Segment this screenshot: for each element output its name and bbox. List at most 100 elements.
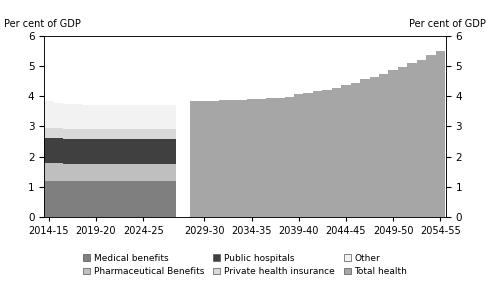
Bar xyxy=(407,63,416,217)
Bar xyxy=(91,105,100,129)
Bar xyxy=(129,181,138,217)
Bar xyxy=(120,105,129,129)
Bar xyxy=(129,129,138,139)
Bar xyxy=(100,105,110,129)
Bar xyxy=(190,101,200,217)
Bar xyxy=(82,129,91,139)
Bar xyxy=(53,103,63,128)
Bar xyxy=(100,129,110,139)
Bar xyxy=(285,97,294,217)
Bar xyxy=(294,94,303,217)
Bar xyxy=(63,139,73,164)
Bar xyxy=(266,98,275,217)
Bar xyxy=(238,100,247,217)
Bar xyxy=(44,128,53,138)
Bar xyxy=(228,100,238,217)
Bar xyxy=(100,139,110,164)
Bar xyxy=(91,181,100,217)
Bar xyxy=(157,105,167,129)
Bar xyxy=(63,181,73,217)
Bar xyxy=(44,138,53,163)
Bar xyxy=(100,181,110,217)
Bar xyxy=(157,181,167,217)
Bar xyxy=(129,164,138,181)
Text: Per cent of GDP: Per cent of GDP xyxy=(4,19,81,29)
Bar xyxy=(275,98,285,217)
Bar xyxy=(73,129,82,139)
Bar xyxy=(369,77,379,217)
Bar xyxy=(73,164,82,181)
Bar xyxy=(53,138,63,163)
Bar xyxy=(167,164,176,181)
Bar xyxy=(138,181,148,217)
Bar xyxy=(167,181,176,217)
Bar xyxy=(322,90,332,217)
Bar xyxy=(138,129,148,139)
Bar xyxy=(416,60,426,217)
Bar xyxy=(379,74,389,217)
Bar xyxy=(148,164,157,181)
Bar xyxy=(129,105,138,129)
Bar xyxy=(436,51,445,217)
Bar xyxy=(200,101,209,217)
Bar xyxy=(303,93,313,217)
Bar xyxy=(219,100,228,217)
Bar xyxy=(63,129,73,139)
Bar xyxy=(110,129,120,139)
Bar xyxy=(351,83,360,217)
Bar xyxy=(389,70,398,217)
Bar xyxy=(53,128,63,138)
Bar xyxy=(110,139,120,164)
Bar xyxy=(148,129,157,139)
Bar xyxy=(138,164,148,181)
Bar xyxy=(120,164,129,181)
Bar xyxy=(91,139,100,164)
Bar xyxy=(313,91,322,217)
Bar xyxy=(256,99,266,217)
Bar xyxy=(148,105,157,129)
Bar xyxy=(157,139,167,164)
Bar xyxy=(82,164,91,181)
Bar xyxy=(129,139,138,164)
Bar xyxy=(138,105,148,129)
Bar xyxy=(157,164,167,181)
Bar xyxy=(91,164,100,181)
Bar xyxy=(148,181,157,217)
Bar xyxy=(110,105,120,129)
Bar xyxy=(209,101,219,217)
Bar xyxy=(44,181,53,217)
Bar xyxy=(426,55,436,217)
Bar xyxy=(247,99,256,217)
Bar xyxy=(110,164,120,181)
Bar xyxy=(167,129,176,139)
Bar xyxy=(73,181,82,217)
Bar xyxy=(82,181,91,217)
Text: Per cent of GDP: Per cent of GDP xyxy=(409,19,486,29)
Bar xyxy=(148,139,157,164)
Bar xyxy=(73,139,82,164)
Bar xyxy=(167,105,176,129)
Bar xyxy=(341,85,351,217)
Bar xyxy=(120,129,129,139)
Bar xyxy=(332,88,341,217)
Bar xyxy=(398,67,407,217)
Bar xyxy=(44,101,53,128)
Bar xyxy=(82,139,91,164)
Bar xyxy=(120,181,129,217)
Bar xyxy=(82,105,91,129)
Bar xyxy=(100,164,110,181)
Bar xyxy=(91,129,100,139)
Bar xyxy=(53,181,63,217)
Bar xyxy=(110,181,120,217)
Bar xyxy=(44,163,53,181)
Bar xyxy=(157,129,167,139)
Bar xyxy=(360,79,369,217)
Bar xyxy=(73,104,82,129)
Legend: Medical benefits, Pharmaceutical Benefits, Public hospitals, Private health insu: Medical benefits, Pharmaceutical Benefit… xyxy=(83,254,407,276)
Bar xyxy=(63,164,73,181)
Bar xyxy=(138,139,148,164)
Bar xyxy=(53,163,63,181)
Bar xyxy=(120,139,129,164)
Bar xyxy=(167,139,176,164)
Bar xyxy=(63,104,73,129)
